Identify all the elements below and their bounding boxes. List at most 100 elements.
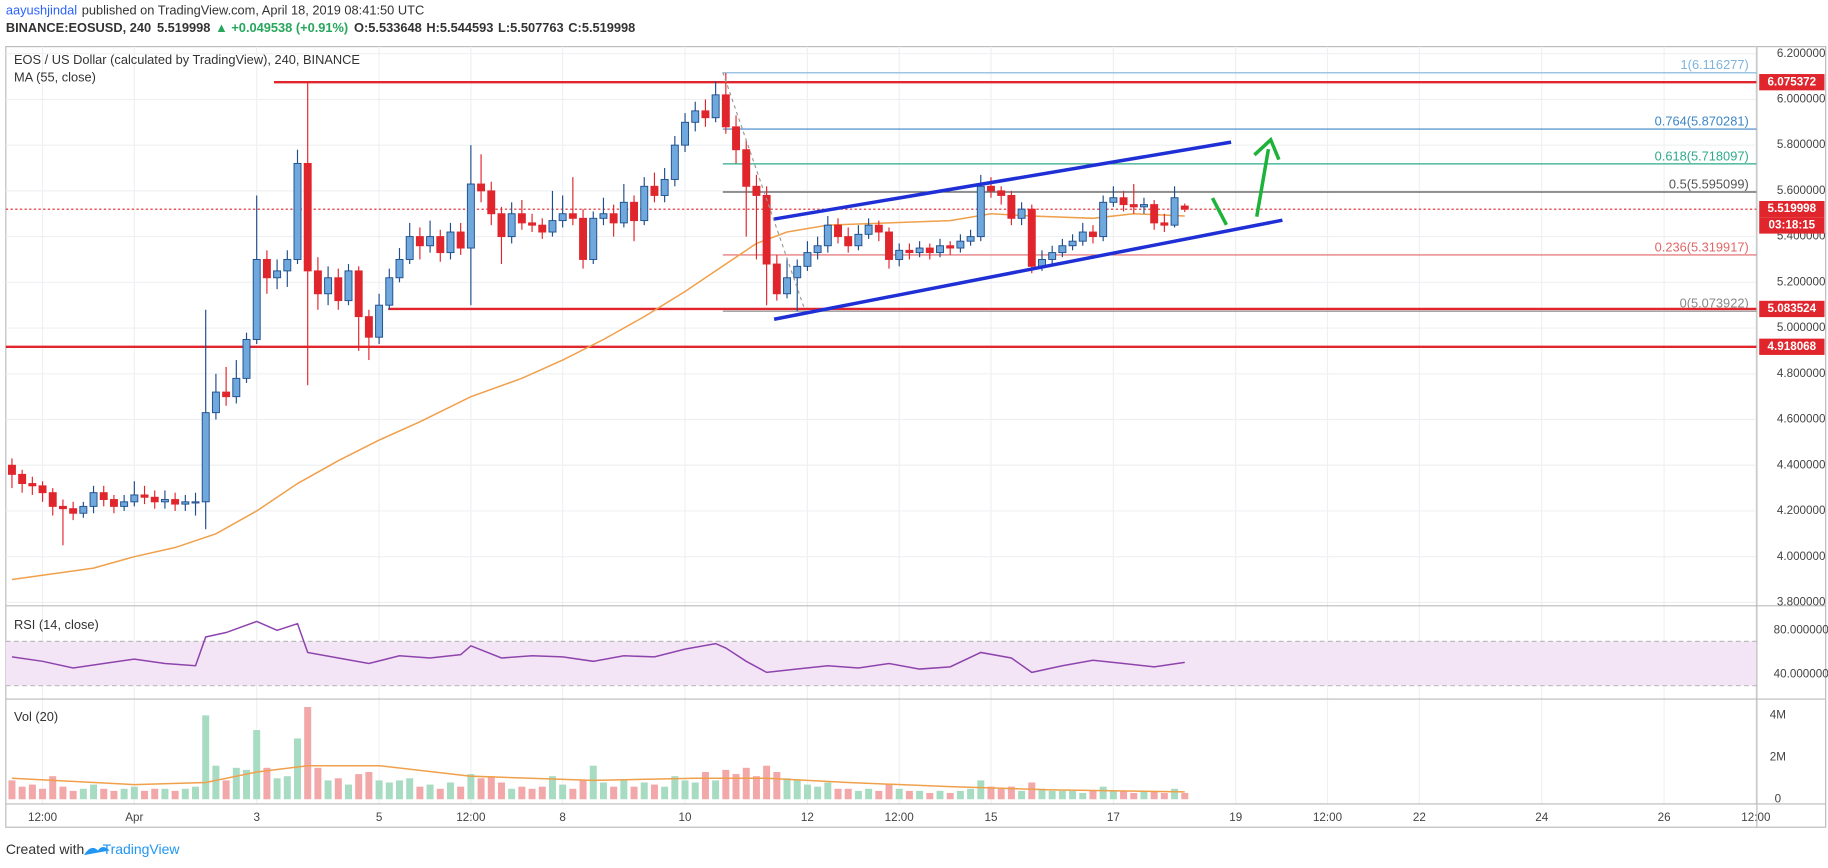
- candle-body: [966, 236, 975, 242]
- volume-bar: [181, 788, 189, 800]
- candle-body: [1119, 197, 1128, 206]
- volume-bar: [294, 738, 301, 800]
- y-tick-label: 6.200000: [1777, 47, 1826, 60]
- author[interactable]: aayushjindal: [6, 3, 77, 18]
- y-tick-label: 5.800000: [1777, 138, 1826, 151]
- volume-bar: [314, 767, 322, 800]
- volume-bar: [977, 780, 985, 800]
- candle-body: [426, 236, 435, 247]
- volume-bar: [1018, 790, 1026, 800]
- candle-body: [721, 94, 730, 128]
- candle-body: [1058, 245, 1067, 254]
- volume-bar: [854, 790, 862, 800]
- x-tick-label: 19: [1229, 811, 1242, 824]
- volume-bar: [518, 786, 526, 800]
- volume-bar: [508, 788, 516, 800]
- last-price-badge-bg: [1759, 201, 1825, 218]
- volume-bar: [875, 790, 883, 800]
- candle-body: [874, 224, 883, 233]
- volume-bar: [1140, 790, 1148, 800]
- x-tick-label: 15: [985, 811, 998, 824]
- volume-bar: [100, 788, 108, 800]
- candle-body: [762, 194, 771, 265]
- candle-body: [987, 185, 995, 192]
- candle-body: [7, 464, 16, 475]
- volume-bar: [1150, 790, 1158, 800]
- volume-bar: [752, 776, 760, 800]
- volume-bar: [814, 786, 822, 800]
- x-tick-label: 12:00: [456, 811, 486, 824]
- channel-top: [773, 140, 1232, 221]
- volume-bar: [865, 788, 873, 800]
- candle-body: [109, 499, 118, 507]
- candle-body: [1170, 197, 1179, 226]
- volume-bar: [599, 782, 607, 800]
- volume-bar: [39, 788, 47, 800]
- volume-bar: [171, 790, 179, 800]
- candle-body: [813, 245, 822, 254]
- volume-bar: [457, 786, 465, 800]
- volume-bar: [732, 774, 740, 800]
- chart-frame: [5, 46, 1827, 828]
- volume-bar: [640, 782, 648, 800]
- last-price-badge: 5.519998: [1768, 202, 1817, 215]
- fib-label: 1(6.116277): [1681, 57, 1749, 72]
- candle-body: [568, 213, 577, 219]
- arrow-up-leg: [1255, 148, 1271, 218]
- volume-bar: [712, 780, 720, 800]
- o-value: 5.533648: [368, 21, 421, 36]
- volume-bar: [905, 790, 913, 800]
- candle-body: [783, 277, 791, 295]
- candle-body: [997, 190, 1006, 196]
- candle-body: [222, 391, 231, 398]
- y-tick-label: 4.800000: [1777, 367, 1826, 380]
- rsi-band: [5, 641, 1757, 686]
- volume-bar: [120, 788, 128, 800]
- footer-created: Created with: [6, 841, 84, 857]
- candle-body: [528, 222, 537, 226]
- volume-bar: [1028, 782, 1036, 800]
- y-tick-label: 5.600000: [1777, 184, 1826, 197]
- publish-line: aayushjindal published on TradingView.com…: [6, 3, 424, 18]
- candle-body: [579, 217, 588, 260]
- volume-bar: [548, 776, 556, 800]
- candle-body: [252, 258, 261, 340]
- volume-bar: [406, 778, 414, 800]
- rsi-tick-label: 80.000000: [1774, 623, 1828, 636]
- y-tick-label: 5.200000: [1777, 275, 1826, 288]
- candle-body: [1027, 208, 1036, 267]
- footer-brand[interactable]: TradingView: [103, 841, 181, 857]
- volume-bar: [232, 767, 240, 800]
- x-tick-label: 12:00: [1313, 811, 1343, 824]
- volume-bar: [18, 786, 26, 800]
- candle-body: [89, 492, 98, 507]
- volume-bar: [681, 780, 689, 800]
- candle-body: [232, 377, 241, 398]
- volume-bar: [610, 786, 618, 800]
- candle-body: [120, 501, 129, 507]
- candle-body: [313, 270, 322, 295]
- candle-body: [834, 224, 842, 238]
- candle-body: [191, 501, 200, 504]
- volume-bar: [365, 771, 373, 800]
- volume-bar: [436, 788, 444, 800]
- volume-bar: [28, 784, 36, 800]
- candle-body: [466, 183, 475, 249]
- h-label: H:: [426, 21, 440, 36]
- candle-body: [548, 220, 557, 233]
- volume-bar: [1058, 790, 1066, 800]
- volume-bar: [1038, 788, 1046, 800]
- candle-body: [925, 247, 934, 254]
- y-tick-label: 4.000000: [1777, 550, 1826, 563]
- volume-bar: [589, 765, 597, 800]
- l-value: 5.507763: [510, 21, 563, 36]
- level-badge-bg: [1759, 300, 1825, 318]
- fib-label: 0.236(5.319917): [1655, 239, 1749, 254]
- candle-body: [201, 412, 210, 503]
- volume-bar: [263, 767, 271, 800]
- candle-body: [640, 185, 649, 222]
- volume-bar: [69, 790, 77, 800]
- candle-body: [905, 249, 914, 254]
- volume-bar: [334, 778, 342, 800]
- candle-body: [1099, 201, 1108, 238]
